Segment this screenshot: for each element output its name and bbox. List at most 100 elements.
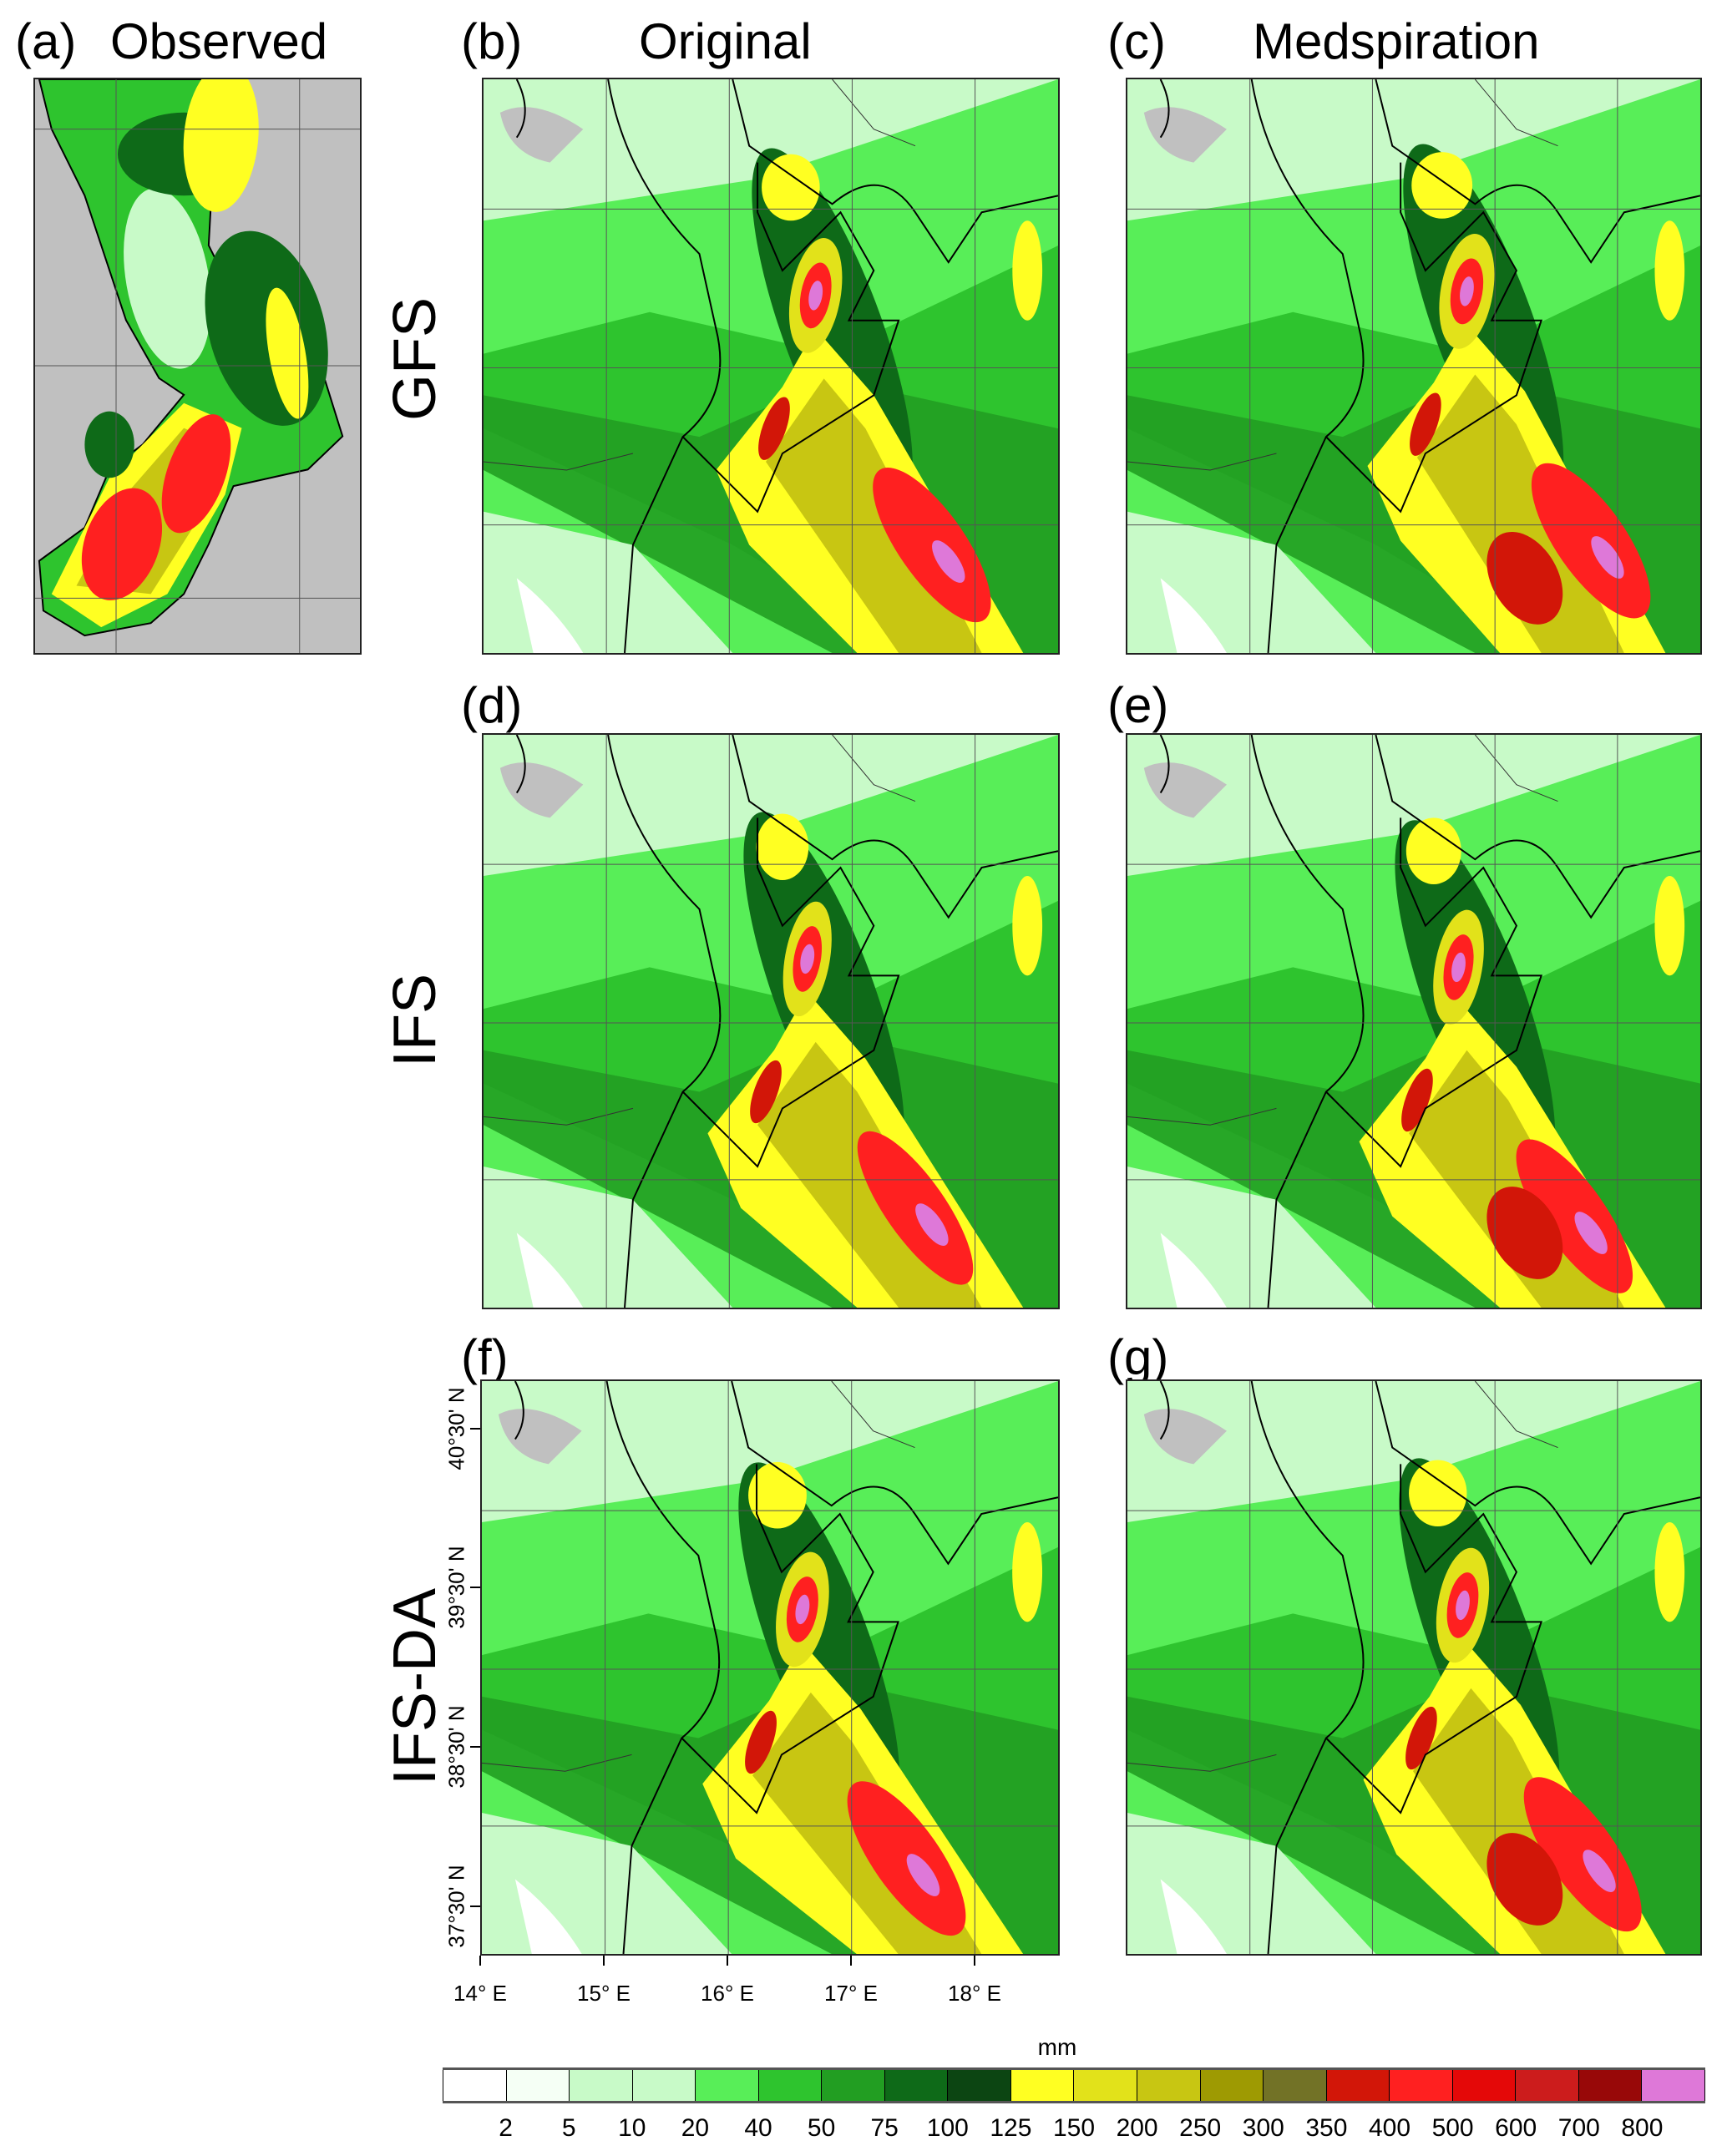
row-label-ifs-da: IFS-DA [382,1587,448,1786]
colorbar-swatch [948,2070,1011,2101]
panel-b-tag: (b) [461,13,523,69]
map-panel-ifs-original [482,733,1060,1309]
colorbar-swatch [822,2070,885,2101]
colorbar-swatch [1074,2070,1138,2101]
coastline [1159,735,1700,1308]
precip-contour-800mm [906,1854,940,1896]
y-tick-label: 38°30' N [443,1705,469,1789]
missing-data-area [498,1409,582,1465]
coastline [514,1381,1058,1954]
tick-mark [850,1956,852,1966]
precip-contour-150mm [1654,876,1685,976]
precip-contour-150mm [1654,220,1685,321]
tick-mark [470,1587,480,1588]
colorbar-label: 700 [1557,2114,1600,2142]
y-tick-label: 37°30' N [443,1865,469,1948]
precip-contour-400mm [1486,1833,1563,1926]
colorbar-swatch [1516,2070,1579,2101]
precip-contour-150mm [1012,220,1043,321]
precip-contour-400mm [758,397,790,460]
colorbar-label: 20 [681,2114,710,2142]
precip-contour-150mm [1411,152,1473,219]
precip-contour-500mm [1516,1139,1633,1293]
colorbar-label: 150 [1052,2114,1096,2142]
tick-mark [470,1428,480,1430]
colorbar-label: 300 [1242,2114,1284,2142]
missing-data-area [499,762,584,818]
colorbar-label: 600 [1495,2114,1537,2142]
colorbar-swatch [1326,2070,1390,2101]
colorbar-swatch [1264,2070,1327,2101]
colorbar-label: 50 [807,2114,836,2142]
colorbar-swatch [632,2070,696,2101]
colorbar-label: 800 [1621,2114,1664,2142]
coastline [1159,79,1700,653]
colorbar-unit: mm [1037,2034,1077,2060]
x-tick-label: 15° E [577,1981,631,2006]
border-line [482,1381,915,1772]
precip-contour-800mm [800,944,815,974]
precip-contour-2mm [1160,1879,1227,1954]
colorbar-label: 100 [926,2114,969,2142]
precip-contour-150mm [183,79,259,212]
panel-g-tag: (g) [1107,1329,1169,1385]
precip-contour-2mm [1160,1232,1227,1308]
colorbar-label: 250 [1179,2114,1222,2142]
tick-mark [603,1956,605,1966]
precip-contour-2mm [516,578,584,653]
colorbar-label: 2 [499,2114,513,2142]
border-line [1127,735,1558,1126]
precip-contour-800mm [1583,1850,1616,1892]
precip-contour-400mm [1486,531,1563,625]
missing-data-area [1143,107,1227,163]
colorbar-label: 125 [990,2114,1032,2142]
colorbar-swatch [1010,2070,1075,2101]
border-line [484,79,916,471]
border-line [1127,1381,1558,1772]
colorbar-swatch [1390,2070,1453,2101]
precip-contour-150mm [266,287,309,419]
precip-contour-2mm [514,1879,582,1954]
coastline [515,79,1058,653]
border-line [1127,79,1558,471]
colorbar-label: 75 [870,2114,899,2142]
precip-contour-500mm [1523,1777,1642,1932]
precip-contour-150mm [1654,1522,1685,1622]
colorbar-swatch [696,2070,759,2101]
panel-c-title: Medspiration [1253,13,1540,69]
precip-contour-400mm [745,1710,777,1774]
colorbar-swatch [758,2070,823,2101]
precip-contour-800mm [1451,952,1466,983]
precip-contour-800mm [915,1203,949,1246]
x-tick-label: 16° E [701,1981,754,2006]
colorbar-swatch [1200,2070,1264,2101]
colorbar-label: 10 [618,2114,646,2142]
panel-a-title: Observed [110,13,328,69]
precip-contour-500mm [81,488,163,600]
precip-contour-150mm [1409,1460,1467,1526]
colorbar-label: 400 [1368,2114,1411,2142]
precip-contour-150mm [1012,876,1043,976]
precip-contour-800mm [1591,536,1624,579]
colorbar-swatch [1642,2070,1705,2101]
precip-contour-400mm [750,1060,782,1124]
colorbar-swatch [570,2070,633,2101]
map-panel-ifs-da-original [480,1379,1060,1956]
precip-contour-400mm [1486,1187,1563,1279]
map-panel-gfs-original [482,78,1060,655]
precip-contour-500mm [161,414,231,534]
precip-contour-150mm [756,813,809,880]
missing-data-area [1143,762,1227,818]
panel-c-tag: (c) [1107,13,1166,69]
precip-contour-500mm [857,1131,974,1285]
tick-mark [470,1905,480,1907]
colorbar-swatch [1452,2070,1517,2101]
y-tick-label: 39°30' N [443,1546,469,1629]
colorbar-swatch [506,2070,570,2101]
panel-f-tag: (f) [461,1329,509,1385]
coastline [1159,1381,1700,1954]
precip-contour-150mm [762,154,820,221]
precip-contour-10mm [124,188,211,369]
precip-contour-2mm [516,1232,584,1308]
